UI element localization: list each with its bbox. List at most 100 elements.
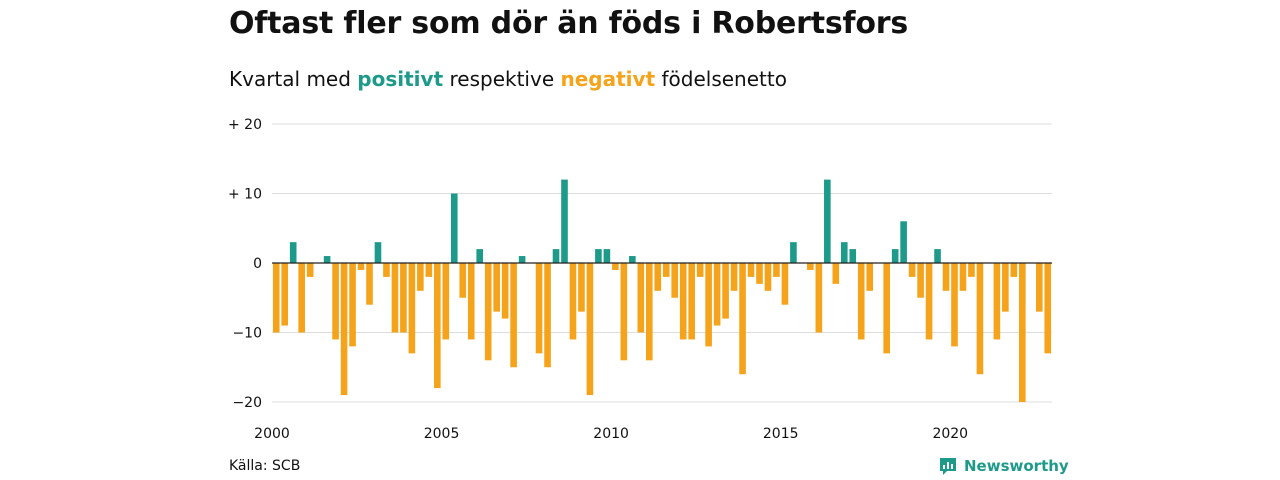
bar	[815, 263, 823, 333]
bar	[654, 263, 662, 291]
bar	[790, 242, 797, 263]
bar	[417, 263, 424, 291]
chart-subtitle: Kvartal med positivt respektive negativt…	[229, 67, 787, 91]
bar	[544, 263, 551, 368]
bar	[1019, 263, 1026, 402]
bar	[807, 263, 814, 270]
bar	[696, 263, 704, 277]
bar	[586, 263, 594, 396]
bar	[425, 263, 433, 277]
bar	[705, 263, 712, 347]
subtitle-prefix: Kvartal med	[229, 67, 351, 91]
bar	[688, 263, 695, 340]
bar	[747, 263, 755, 277]
bar	[467, 263, 475, 340]
y-tick-label: + 20	[228, 117, 262, 133]
bar	[561, 179, 568, 263]
bar	[917, 263, 924, 298]
bar	[662, 263, 670, 277]
bar	[866, 263, 874, 291]
bar	[493, 263, 500, 312]
bar	[340, 263, 348, 396]
bar	[620, 263, 628, 361]
y-tick-label: + 10	[228, 187, 262, 203]
bar	[298, 263, 305, 333]
bar	[323, 256, 331, 263]
bar	[1035, 263, 1043, 312]
bar	[968, 263, 975, 277]
bar	[713, 263, 721, 326]
bar	[637, 263, 645, 333]
bar	[849, 249, 857, 263]
bar	[993, 263, 1001, 340]
bar	[272, 263, 280, 333]
bar	[552, 249, 560, 263]
subtitle-negative-word: negativt	[560, 67, 656, 91]
bar	[629, 256, 636, 263]
bar	[900, 221, 907, 263]
bar	[756, 263, 763, 284]
bar	[518, 256, 526, 263]
x-tick-label: 2005	[424, 426, 460, 442]
bar	[891, 249, 899, 263]
bar	[281, 263, 289, 326]
bar	[951, 263, 958, 347]
bar	[857, 263, 865, 340]
bar	[391, 263, 399, 333]
bar	[925, 263, 933, 340]
bar	[764, 263, 772, 291]
bar	[840, 242, 848, 263]
bar	[434, 263, 441, 389]
bar	[934, 249, 941, 263]
bar	[400, 263, 407, 333]
bar	[832, 263, 840, 284]
newsworthy-logo-icon	[940, 458, 956, 475]
x-tick-label: 2010	[593, 426, 629, 442]
x-tick-label: 2015	[763, 426, 799, 442]
bar	[383, 263, 390, 277]
y-tick-label: −20	[232, 395, 262, 411]
bar	[349, 263, 356, 347]
bar	[739, 263, 746, 375]
bar	[357, 263, 365, 270]
bar	[569, 263, 577, 340]
y-tick-label: −10	[232, 326, 262, 342]
bar	[679, 263, 687, 340]
bar	[332, 263, 339, 340]
bar	[289, 242, 297, 263]
bar	[442, 263, 450, 340]
bar	[510, 263, 517, 368]
x-tick-label: 2000	[254, 426, 290, 442]
bar	[450, 193, 458, 263]
bar	[306, 263, 314, 277]
subtitle-suffix: födelsenetto	[661, 67, 787, 91]
bar	[671, 263, 679, 298]
bar	[408, 263, 416, 354]
bar	[612, 263, 619, 270]
bar	[883, 263, 890, 354]
bar	[730, 263, 738, 291]
bar	[781, 263, 789, 305]
bar	[976, 263, 984, 375]
bar	[603, 249, 611, 263]
bar	[824, 179, 831, 263]
bar	[773, 263, 780, 277]
y-tick-label: 0	[253, 256, 262, 272]
bar	[595, 249, 602, 263]
chart-title: Oftast fler som dör än föds i Robertsfor…	[229, 6, 909, 41]
bar	[908, 263, 916, 277]
bar	[459, 263, 467, 298]
bar	[942, 263, 950, 291]
bar	[578, 263, 585, 312]
bar	[535, 263, 543, 354]
subtitle-middle: respektive	[449, 67, 555, 91]
bar	[1002, 263, 1009, 312]
subtitle-positive-word: positivt	[357, 67, 444, 91]
x-tick-label: 2020	[932, 426, 968, 442]
bar	[374, 242, 382, 263]
bar	[1010, 263, 1018, 277]
source-label: Källa: SCB	[229, 458, 301, 474]
brand-name: Newsworthy	[964, 457, 1069, 475]
bar	[645, 263, 653, 361]
